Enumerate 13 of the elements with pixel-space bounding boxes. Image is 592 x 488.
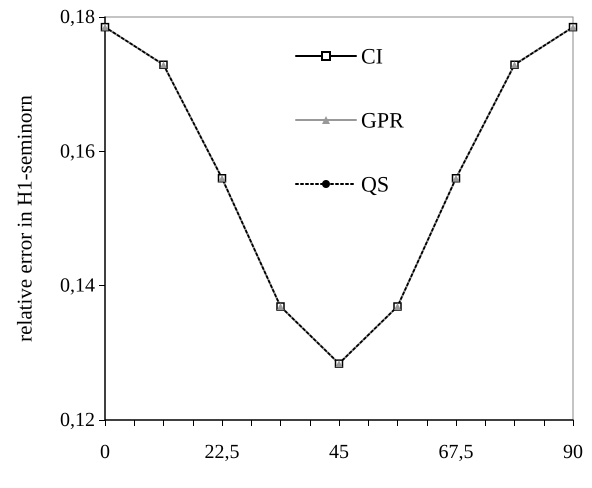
x-tick-label: 90 <box>563 441 583 463</box>
y-tick-label: 0,14 <box>60 274 95 297</box>
y-axis-title: relative error in H1-seminorn <box>12 94 36 342</box>
x-tick-label: 0 <box>100 441 110 463</box>
y-tick-label: 0,16 <box>60 140 95 162</box>
y-tick-label: 0,18 <box>60 6 95 28</box>
legend-label: CI <box>361 44 383 68</box>
y-tick-label: 0,12 <box>60 409 95 431</box>
legend-label: QS <box>361 172 390 196</box>
x-tick-label: 45 <box>329 441 349 463</box>
x-tick-label: 22,5 <box>204 441 240 463</box>
x-tick-label: 67,5 <box>438 441 474 463</box>
legend-label: GPR <box>361 108 404 132</box>
